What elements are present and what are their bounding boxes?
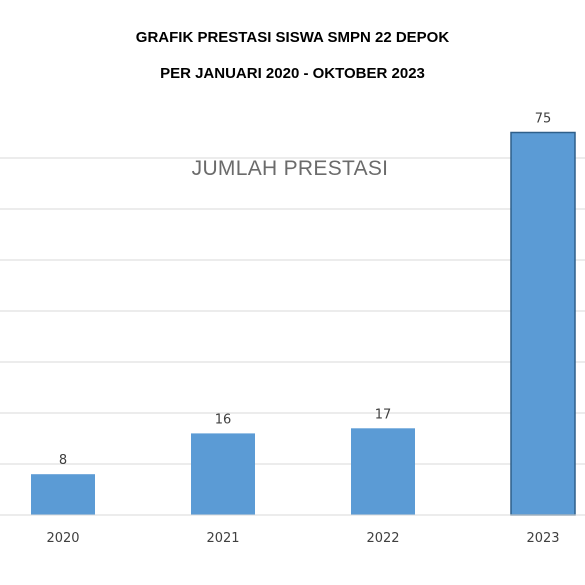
document-title: GRAFIK PRESTASI SISWA SMPN 22 DEPOK	[135, 29, 450, 46]
x-tick-label-2020: 2020	[46, 531, 79, 546]
document-subtitle: PER JANUARI 2020 - OKTOBER 2023	[160, 65, 425, 82]
x-axis: 2020 2021 2022 2023	[0, 514, 585, 546]
x-tick-label-2022: 2022	[366, 531, 399, 546]
bar-2023	[510, 131, 576, 516]
x-tick-label-2023: 2023	[526, 531, 559, 546]
bar-2020	[31, 474, 95, 515]
data-labels: 8 16 17 75	[59, 112, 551, 469]
data-label-2023: 75	[535, 112, 552, 127]
data-label-2021: 16	[215, 412, 232, 427]
data-label-2020: 8	[59, 453, 67, 468]
chart-title: JUMLAH PRESTASI	[192, 157, 389, 180]
bar-2021	[191, 433, 255, 515]
gridlines	[0, 157, 585, 465]
bar-2022	[351, 428, 415, 515]
x-tick-label-2021: 2021	[206, 531, 239, 546]
bars	[31, 131, 576, 516]
data-label-2022: 17	[375, 407, 392, 422]
